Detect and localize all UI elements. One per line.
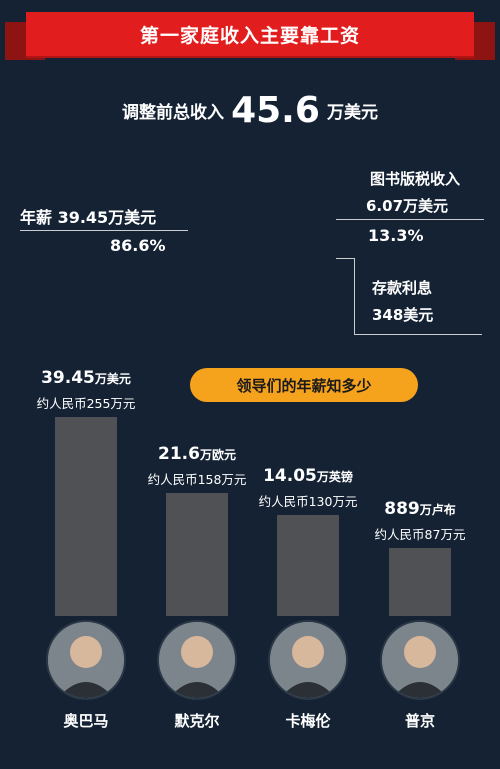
total-value: 45.6 <box>231 90 320 131</box>
salary-divider <box>20 230 188 231</box>
bar-category-name: 卡梅伦 <box>285 712 331 730</box>
person-icon <box>382 622 458 698</box>
salary-label: 年薪 39.45万美元 <box>20 208 157 227</box>
title-banner: 第一家庭收入主要靠工资 <box>0 12 500 64</box>
bar-1 <box>166 492 228 616</box>
bar-amount-currency: 万卢布 <box>419 503 456 518</box>
banner-title: 第一家庭收入主要靠工资 <box>26 12 474 56</box>
bar-category-name: 普京 <box>404 712 435 730</box>
bar-rmb-label: 约人民币158万元 <box>147 471 247 487</box>
bar-0 <box>55 417 117 616</box>
royalty-value: 6.07万美元 <box>366 197 449 215</box>
savings-label: 存款利息 <box>372 279 433 297</box>
savings-bracket-vertical <box>354 258 355 334</box>
bar-category-name: 默克尔 <box>174 712 220 730</box>
total-income: 调整前总收入 45.6 万美元 <box>0 90 500 131</box>
savings-bracket-bottom <box>354 334 482 335</box>
bar-amount-label: 39.45万美元 <box>6 368 166 388</box>
person-icon <box>159 622 235 698</box>
bar-rmb-label: 约人民币255万元 <box>36 396 136 411</box>
royalty-label: 图书版税收入 <box>370 170 461 188</box>
bar-amount-value: 889 <box>384 499 420 520</box>
bar-amount-currency: 万美元 <box>94 372 131 386</box>
portrait-avatar <box>157 620 237 700</box>
portrait-avatar <box>268 620 348 700</box>
bar-rmb-label: 约人民币130万元 <box>258 493 358 509</box>
bar-amount-label: 889万卢布 <box>340 499 500 519</box>
royalty-percent: 13.3% <box>368 226 424 245</box>
bar-3 <box>389 548 451 616</box>
bar-amount-currency: 万英镑 <box>316 469 353 484</box>
salary-percent: 86.6% <box>110 236 166 255</box>
portrait-avatar <box>46 620 126 700</box>
total-prefix: 调整前总收入 <box>121 103 224 123</box>
savings-value: 348美元 <box>372 306 434 324</box>
royalty-divider <box>336 219 484 220</box>
savings-bracket-top <box>336 258 354 259</box>
bar-2 <box>277 514 339 616</box>
bar-amount-label: 21.6万欧元 <box>117 444 277 464</box>
person-icon <box>48 622 124 698</box>
bar-amount-value: 39.45 <box>41 368 95 388</box>
bar-category-name: 奥巴马 <box>63 712 109 730</box>
bar-rmb-label: 约人民币87万元 <box>374 527 466 543</box>
bar-amount-value: 21.6 <box>158 443 200 464</box>
bar-amount-value: 14.05 <box>263 465 317 486</box>
person-icon <box>270 622 346 698</box>
portrait-avatar <box>380 620 460 700</box>
bar-amount-label: 14.05万英镑 <box>228 466 388 486</box>
total-unit: 万美元 <box>327 103 378 123</box>
chart-title-pill: 领导们的年薪知多少 <box>190 368 418 402</box>
bar-amount-currency: 万欧元 <box>199 447 236 462</box>
